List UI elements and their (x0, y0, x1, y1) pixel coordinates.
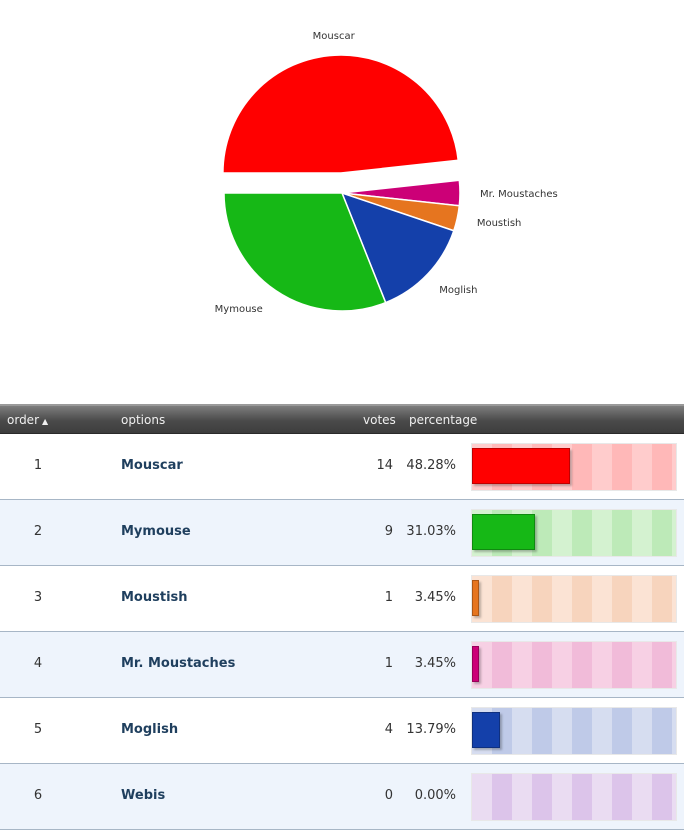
percentage-cell: 31.03% (406, 524, 456, 539)
option-label: Moustish (121, 590, 188, 605)
votes-cell: 9 (384, 524, 393, 539)
votes-cell: 0 (384, 788, 393, 803)
order-cell: 6 (33, 788, 43, 803)
order-cell: 4 (33, 656, 43, 671)
sort-ascending-icon: ▲ (42, 417, 49, 426)
votes-cell: 14 (376, 458, 393, 473)
pie-slice-moglish (340, 191, 455, 304)
pie-chart: Mouscar Mr. Moustaches Moustish Moglish Mymo… (215, 31, 558, 315)
order-header-label: order (7, 413, 39, 427)
option-label: Mouscar (121, 458, 183, 473)
percentage-cell: 0.00% (414, 788, 456, 803)
percentage-bar-fill (472, 514, 535, 550)
option-label: Webis (121, 788, 166, 803)
percentage-bar-fill (472, 448, 570, 484)
percentage-cell: 3.45% (414, 656, 456, 671)
order-column-header[interactable]: order ▲ (7, 413, 48, 427)
percentage-bar-track (471, 575, 677, 623)
pie-label: Mr. Moustaches (480, 189, 558, 200)
table-row: 5 Moglish 4 13.79% (0, 698, 684, 764)
table-row: 1 Mouscar 14 48.28% (0, 434, 684, 500)
option-label: Moglish (121, 722, 179, 737)
percentage-cell: 3.45% (414, 590, 456, 605)
table-row: 2 Mymouse 9 31.03% (0, 500, 684, 566)
table-row: 6 Webis 0 0.00% (0, 764, 684, 830)
table-row: 3 Moustish 1 3.45% (0, 566, 684, 632)
pie-slice-mymouse (223, 192, 387, 312)
percentage-bar-track (471, 773, 677, 821)
table-header: order ▲ options votes percentage (0, 404, 684, 434)
options-column-header[interactable]: options (121, 413, 166, 427)
table-row: 4 Mr. Moustaches 1 3.45% (0, 632, 684, 698)
percentage-bar-fill (472, 580, 479, 616)
order-cell: 1 (33, 458, 43, 473)
results-table: order ▲ options votes percentage 1 Mouscar… (0, 404, 684, 830)
order-cell: 2 (33, 524, 43, 539)
pie-slice-mouscar (222, 54, 460, 174)
pie-label: Moglish (439, 285, 477, 296)
percentage-column-header[interactable]: percentage (409, 413, 478, 427)
pie-label: Mymouse (215, 304, 263, 315)
votes-column-header[interactable]: votes (363, 413, 396, 427)
percentage-cell: 13.79% (406, 722, 456, 737)
pie-label: Moustish (477, 218, 522, 229)
percentage-bar-track (471, 509, 677, 557)
order-cell: 5 (33, 722, 43, 737)
order-cell: 3 (33, 590, 43, 605)
votes-cell: 1 (384, 590, 393, 605)
percentage-bar-track (471, 641, 677, 689)
percentage-bar-fill (472, 646, 479, 682)
option-label: Mymouse (121, 524, 191, 539)
option-label: Mr. Moustaches (121, 656, 236, 671)
percentage-bar-track (471, 707, 677, 755)
votes-cell: 4 (384, 722, 393, 737)
table-body: 1 Mouscar 14 48.28% 2 Mymouse 9 31.03% 3 Moustish… (0, 434, 684, 830)
pie-label: Mouscar (313, 31, 356, 42)
percentage-bar-fill (472, 712, 500, 748)
votes-cell: 1 (384, 656, 393, 671)
percentage-cell: 48.28% (406, 458, 456, 473)
percentage-bar-track (471, 443, 677, 491)
